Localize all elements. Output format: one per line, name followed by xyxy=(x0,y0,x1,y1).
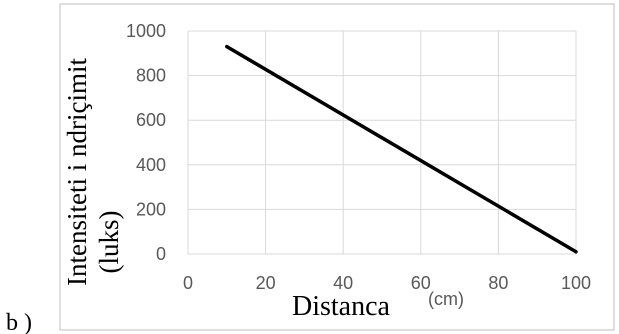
y-tick-label: 200 xyxy=(136,199,166,219)
y-tick-label: 0 xyxy=(156,244,166,264)
x-tick-label: 80 xyxy=(488,273,508,293)
panel-label: b ) xyxy=(6,310,32,334)
series-layer xyxy=(225,44,578,254)
x-tick-label: 60 xyxy=(411,273,431,293)
x-tick-label: 20 xyxy=(256,273,276,293)
x-tick-label: 40 xyxy=(333,273,353,293)
y-tick-label: 600 xyxy=(136,110,166,130)
x-axis-unit: (cm) xyxy=(428,289,464,309)
y-tick-label: 800 xyxy=(136,66,166,86)
y-tick-label: 400 xyxy=(136,155,166,175)
y-tick-label: 1000 xyxy=(126,21,166,41)
chart-frame xyxy=(59,3,615,331)
x-axis-label: Distanca xyxy=(292,291,391,322)
series-line xyxy=(225,44,578,254)
x-tick-label: 0 xyxy=(183,273,193,293)
y-axis-label: Intensiteti i ndriçimit xyxy=(62,58,92,286)
grid xyxy=(187,30,577,255)
y-axis-label-unit: (luks) xyxy=(94,211,124,274)
x-tick-label: 100 xyxy=(561,273,591,293)
tick-labels: 0 200 400 600 800 1000 0 20 40 60 80 100 xyxy=(126,21,591,293)
